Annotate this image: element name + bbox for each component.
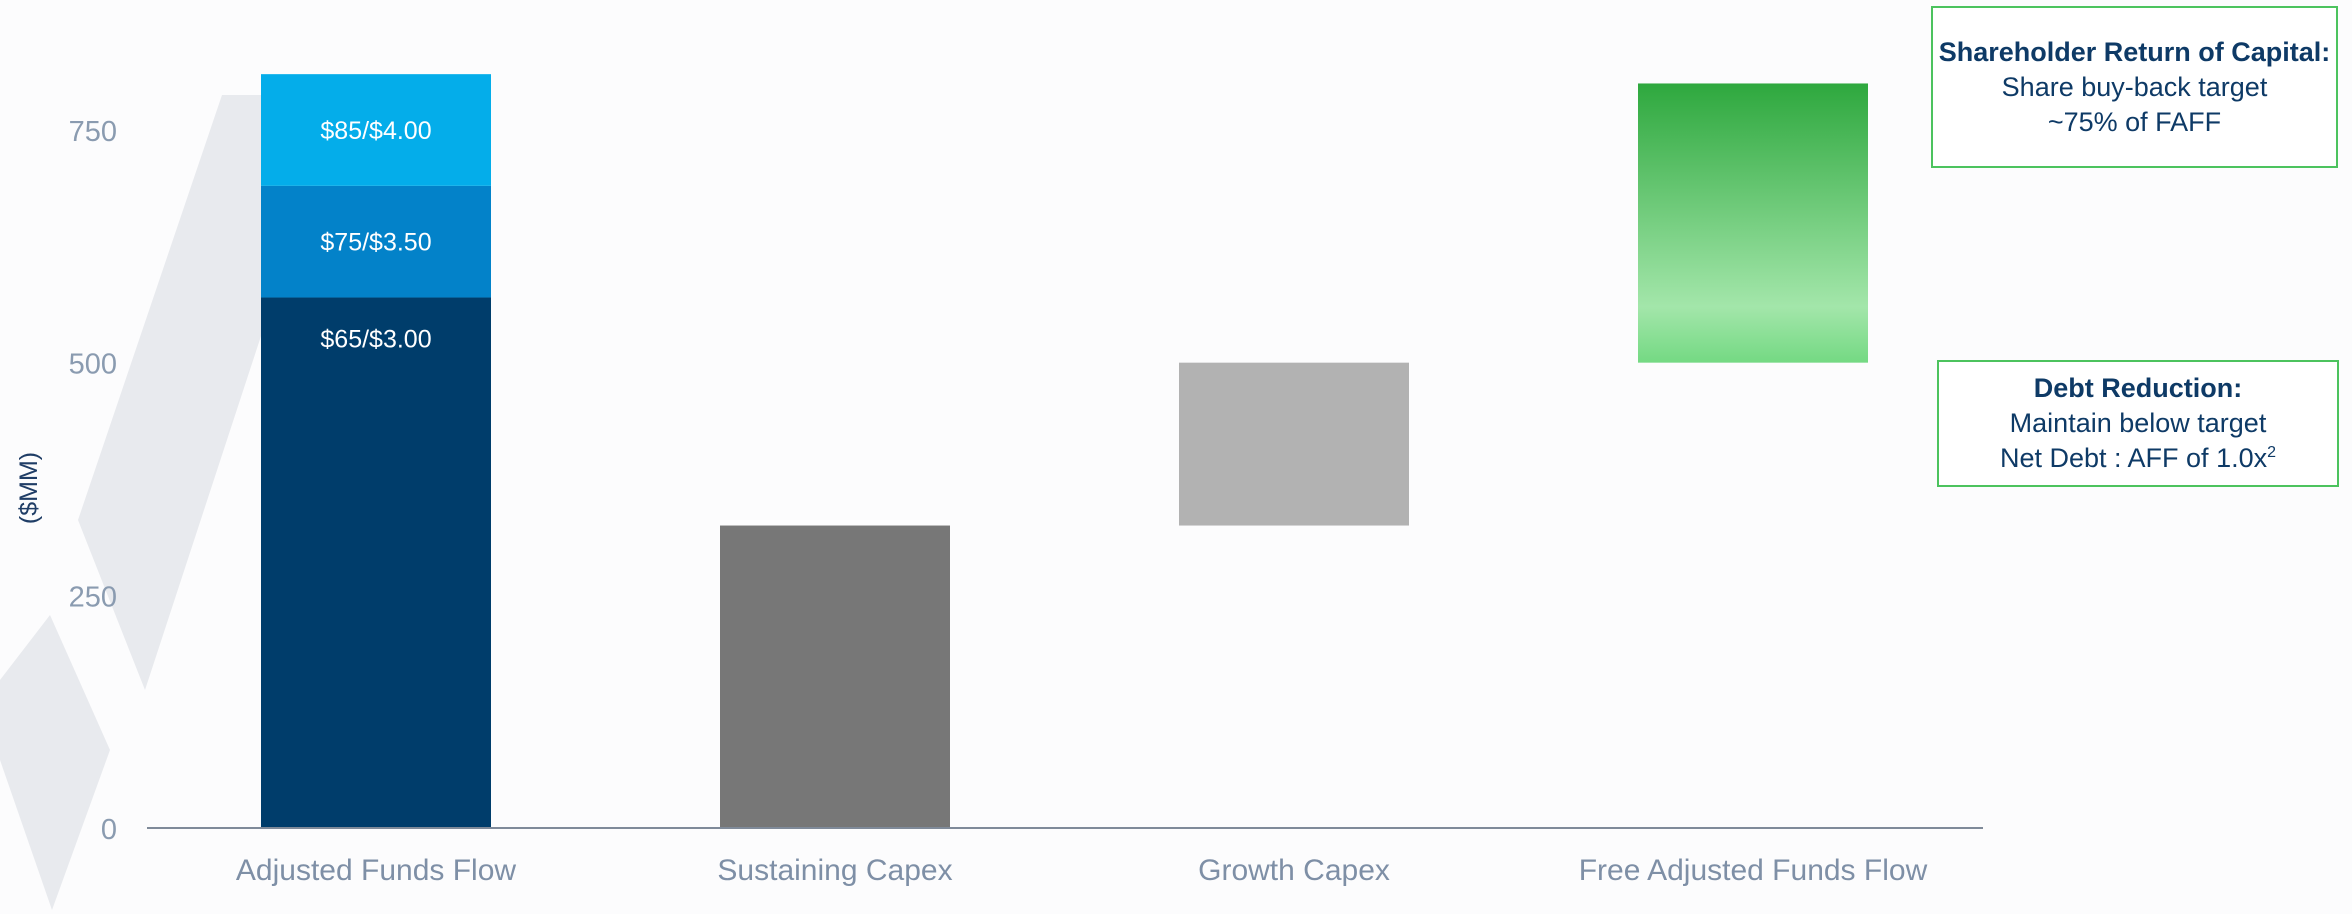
- x-category-label: Adjusted Funds Flow: [236, 854, 516, 887]
- footnote-marker: 2: [2267, 444, 2277, 461]
- bar-segment-label: $75/$3.50: [320, 229, 431, 257]
- y-tick-label: 250: [69, 581, 117, 613]
- callout-debt-reduction: Debt Reduction: Maintain below target Ne…: [1937, 360, 2339, 487]
- callout-shareholder-return: Shareholder Return of Capital: Share buy…: [1931, 6, 2338, 168]
- y-ticks-layer: 0 250 500 750: [69, 116, 117, 846]
- callout-debt-line2: Net Debt : AFF of 1.0x2: [1939, 441, 2337, 476]
- callout-debt-line2-text: Net Debt : AFF of 1.0x: [1999, 443, 2268, 473]
- bar-segment-3: [261, 74, 491, 186]
- callout-return-title: Shareholder Return of Capital:: [1938, 36, 2331, 67]
- x-categories-layer: Adjusted Funds Flow Sustaining Capex Growt…: [236, 854, 1928, 887]
- bar-segment-label: $85/$4.00: [320, 117, 431, 145]
- x-category-label: Free Adjusted Funds Flow: [1579, 854, 1928, 887]
- callout-return-line1: Share buy-back target: [2001, 71, 2268, 102]
- y-tick-label: 0: [101, 814, 117, 846]
- y-tick-label: 750: [69, 116, 117, 148]
- bar-2: [720, 525, 950, 828]
- y-tick-label: 500: [69, 349, 117, 381]
- bar-segment-label: $65/$3.00: [320, 326, 431, 354]
- bars-layer: $65/$3.00 $75/$3.50 $85/$4.00: [261, 74, 1868, 828]
- x-category-label: Sustaining Capex: [717, 854, 952, 887]
- x-category-label: Growth Capex: [1198, 854, 1390, 887]
- callout-debt-title: Debt Reduction:: [2033, 373, 2243, 403]
- callout-return-line2: ~75% of FAFF: [2047, 106, 2222, 137]
- bar-3: [1179, 362, 1409, 526]
- bar-segment-2: [261, 185, 491, 298]
- bar-segment-1: [261, 297, 491, 828]
- y-axis-label: ($MM): [15, 452, 43, 524]
- callout-debt-line1: Maintain below target: [2009, 408, 2267, 438]
- bar-4: [1638, 83, 1868, 363]
